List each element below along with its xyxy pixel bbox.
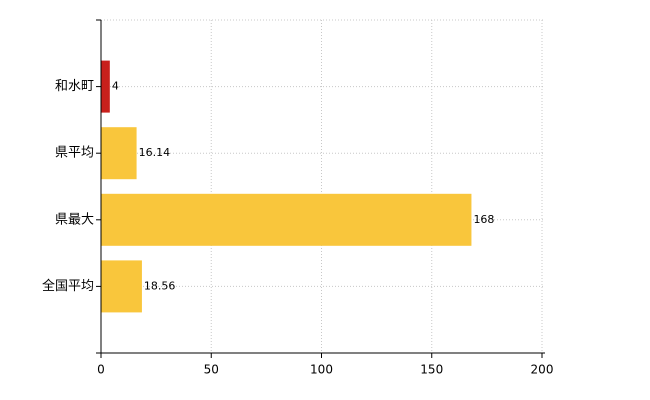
x-tick-label: 100 xyxy=(310,363,333,377)
y-tick-label: 県平均 xyxy=(55,146,94,161)
value-label: 168 xyxy=(473,213,494,226)
x-tick-label: 0 xyxy=(97,363,105,377)
value-label: 18.56 xyxy=(144,279,176,292)
x-tick-label: 200 xyxy=(531,363,554,377)
bar xyxy=(101,193,472,246)
bar xyxy=(101,127,137,180)
x-tick-label: 50 xyxy=(204,363,219,377)
y-tick-label: 全国平均 xyxy=(42,278,94,294)
value-label: 4 xyxy=(112,80,119,93)
value-label: 16.14 xyxy=(139,146,171,159)
y-tick-label: 和水町 xyxy=(55,79,94,94)
bar xyxy=(101,60,110,113)
x-tick-label: 150 xyxy=(420,363,443,377)
y-tick-label: 県最大 xyxy=(55,212,94,227)
bar xyxy=(101,260,142,313)
